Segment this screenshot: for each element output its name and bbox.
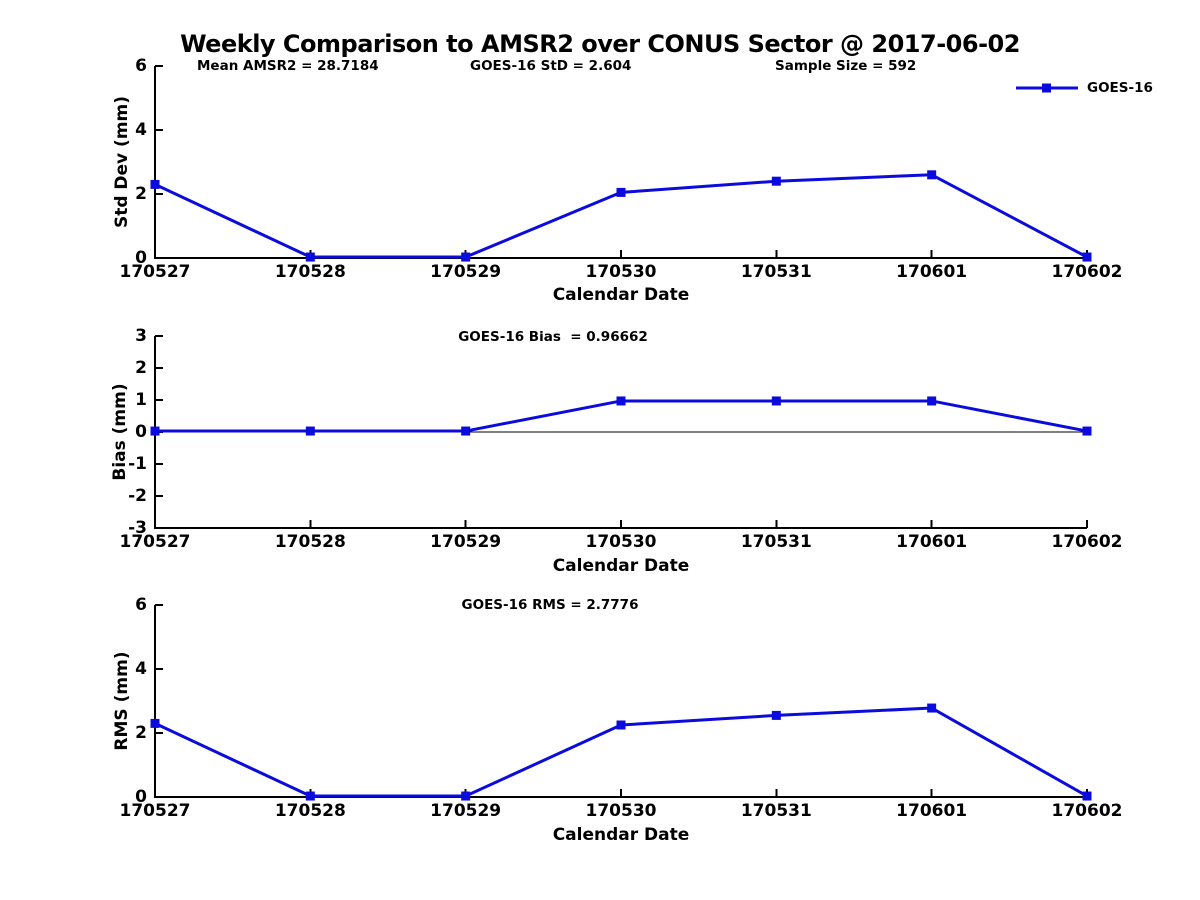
x-tick-label-rms: 170530	[585, 801, 657, 821]
annotation-mean-amsr2: Mean AMSR2 = 28.7184	[197, 58, 379, 74]
y-tick-label-stddev: 6	[135, 56, 147, 76]
legend: GOES-16	[1016, 80, 1153, 96]
figure-title: Weekly Comparison to AMSR2 over CONUS Se…	[180, 30, 1020, 58]
legend-line-marker-icon	[1016, 83, 1078, 93]
data-point-marker-stddev	[305, 252, 315, 262]
x-tick-label-bias: 170528	[274, 532, 346, 552]
x-tick-label-rms: 170601	[896, 801, 968, 821]
annotation-goes16-std: GOES-16 StD = 2.604	[470, 58, 632, 74]
data-point-marker-rms	[616, 720, 626, 730]
y-tick-label-bias: 2	[135, 358, 147, 378]
x-tick-label-stddev: 170529	[430, 262, 502, 282]
x-tick-label-rms: 170602	[1051, 801, 1123, 821]
x-axis-label-calendar-date-2: Calendar Date	[552, 556, 690, 576]
data-point-marker-bias	[461, 426, 471, 436]
x-tick-label-rms: 170531	[740, 801, 812, 821]
data-point-marker-bias	[1082, 426, 1092, 436]
series-line-goes-16-bias	[155, 399, 1088, 433]
data-point-marker-stddev	[150, 179, 160, 189]
data-point-marker-rms	[150, 718, 160, 728]
x-tick-label-stddev: 170530	[585, 262, 657, 282]
data-point-marker-bias	[927, 396, 937, 406]
x-tick-label-rms: 170529	[430, 801, 502, 821]
y-tick-label-bias: -3	[128, 518, 147, 538]
data-point-marker-stddev	[927, 170, 937, 180]
y-tick-label-bias: 1	[135, 390, 147, 410]
x-tick-label-stddev: 170531	[740, 262, 812, 282]
legend-label: GOES-16	[1087, 80, 1153, 96]
data-point-marker-rms	[927, 703, 937, 713]
x-axis-label-calendar-date-3: Calendar Date	[552, 825, 690, 845]
y-tick-label-bias: 3	[135, 326, 147, 346]
data-point-marker-rms	[461, 791, 471, 801]
y-tick-label-rms: 0	[135, 787, 147, 807]
data-point-marker-rms	[305, 791, 315, 801]
x-tick-label-stddev: 170601	[896, 262, 968, 282]
annotation-sample-size: Sample Size = 592	[775, 58, 917, 74]
data-point-marker-rms	[1082, 791, 1092, 801]
data-point-marker-stddev	[771, 176, 781, 186]
x-tick-label-bias: 170601	[896, 532, 968, 552]
data-point-marker-bias	[150, 426, 160, 436]
y-axis-label-stddev: Std Dev (mm)	[112, 95, 132, 229]
x-tick-label-bias: 170602	[1051, 532, 1123, 552]
x-axis-label-calendar-date-1: Calendar Date	[552, 285, 690, 305]
x-tick-label-bias: 170529	[430, 532, 502, 552]
x-tick-label-bias: 170527	[119, 532, 191, 552]
data-point-marker-stddev	[616, 187, 626, 197]
y-tick-label-stddev: 4	[135, 120, 147, 140]
x-tick-label-stddev: 170602	[1051, 262, 1123, 282]
annotation-goes16-rms: GOES-16 RMS = 2.7776	[461, 597, 639, 613]
x-tick-label-stddev: 170528	[274, 262, 346, 282]
y-tick-label-stddev: 0	[135, 248, 147, 268]
data-point-marker-bias	[771, 396, 781, 406]
y-tick-label-stddev: 2	[135, 184, 147, 204]
x-tick-label-bias: 170531	[740, 532, 812, 552]
data-point-marker-bias	[616, 396, 626, 406]
y-tick-label-rms: 4	[135, 659, 147, 679]
y-tick-label-bias: -1	[128, 454, 147, 474]
y-tick-label-bias: -2	[128, 486, 147, 506]
data-point-marker-stddev	[1082, 252, 1092, 262]
y-tick-label-bias: 0	[135, 422, 147, 442]
series-line-goes-16-stddev	[154, 173, 1088, 259]
annotation-goes16-bias: GOES-16 Bias = 0.96662	[458, 329, 648, 345]
x-tick-label-rms: 170528	[274, 801, 346, 821]
y-tick-label-rms: 6	[135, 595, 147, 615]
x-tick-label-stddev: 170527	[119, 262, 191, 282]
data-point-marker-rms	[771, 710, 781, 720]
y-tick-label-rms: 2	[135, 723, 147, 743]
data-point-marker-stddev	[461, 252, 471, 262]
x-tick-label-bias: 170530	[585, 532, 657, 552]
data-point-marker-bias	[305, 426, 315, 436]
x-tick-label-rms: 170527	[119, 801, 191, 821]
